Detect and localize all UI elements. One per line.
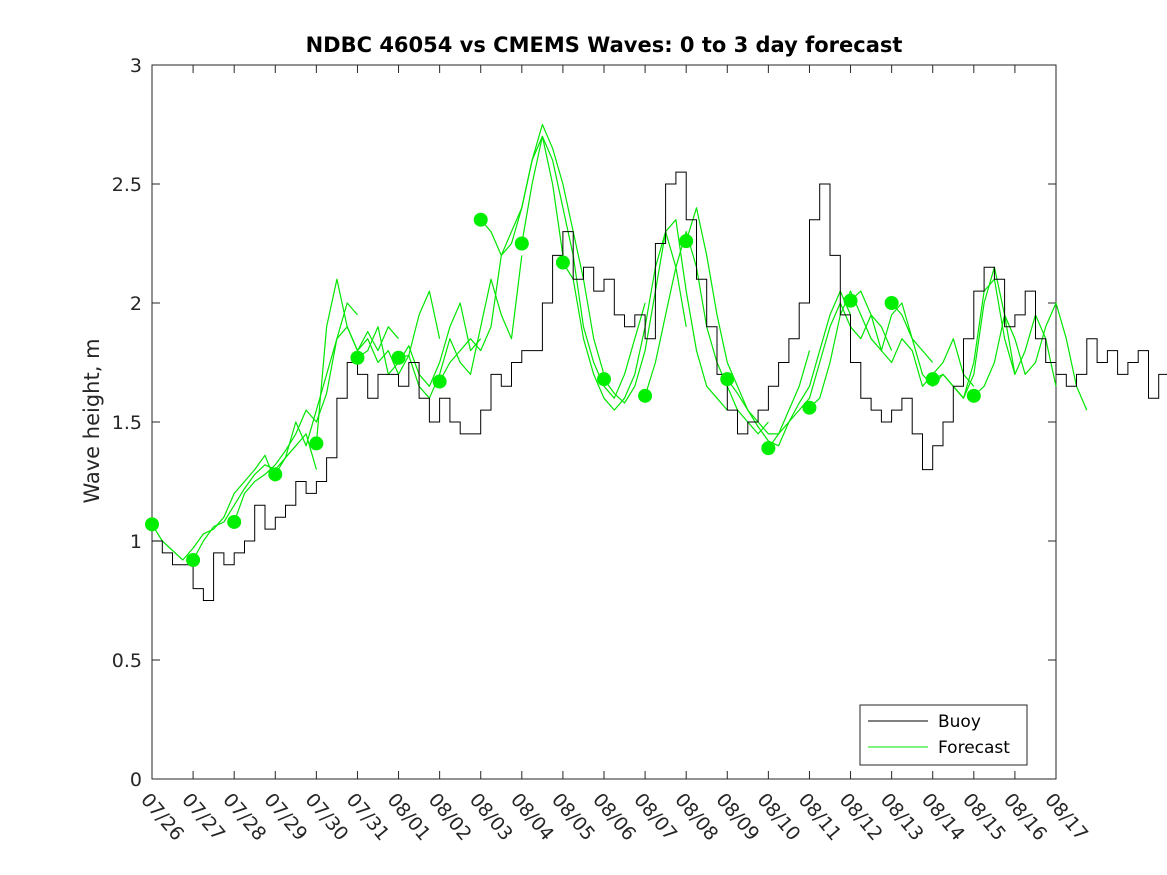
forecast-start-marker <box>884 296 899 310</box>
forecast-start-marker <box>925 372 940 387</box>
forecast-start-marker <box>761 441 776 456</box>
forecast-start-marker <box>966 388 981 403</box>
forecast-start-marker <box>802 400 817 415</box>
y-tick-label: 3 <box>130 55 142 77</box>
forecast-start-marker <box>679 234 694 249</box>
forecast-start-marker <box>145 517 159 532</box>
forecast-start-marker <box>391 350 406 365</box>
y-tick-label: 2 <box>130 293 142 315</box>
y-axis-label: Wave height, m <box>80 338 104 503</box>
y-tick-label: 1.5 <box>112 412 142 434</box>
legend: Buoy Forecast <box>859 704 1028 766</box>
forecast-start-marker <box>843 293 858 308</box>
forecast-start-marker <box>268 467 283 482</box>
legend-box <box>859 704 1028 766</box>
legend-buoy-label: Buoy <box>938 712 981 732</box>
forecast-line <box>315 278 441 444</box>
y-tick-label: 0 <box>130 769 142 791</box>
forecast-line <box>274 326 399 475</box>
forecast-line <box>521 135 646 399</box>
forecast-start-marker <box>350 350 365 365</box>
chart-title: NDBC 46054 vs CMEMS Waves: 0 to 3 day fo… <box>306 33 903 57</box>
y-tick-label: 1 <box>130 531 142 553</box>
y-tick-label: 0.5 <box>112 650 142 672</box>
forecast-start-marker <box>514 236 529 251</box>
forecast-start-marker <box>227 514 242 529</box>
forecast-start-marker <box>638 388 653 403</box>
forecast-line <box>151 454 276 561</box>
forecast-start-marker <box>309 436 324 451</box>
forecast-start-marker <box>432 374 447 389</box>
legend-forecast-label: Forecast <box>938 738 1010 758</box>
forecast-start-marker <box>473 212 488 227</box>
forecast-start-marker <box>186 553 201 568</box>
y-tick-label: 2.5 <box>112 174 142 196</box>
forecast-line <box>850 290 975 387</box>
forecast-start-marker <box>720 372 735 387</box>
forecast-start-marker <box>555 255 570 270</box>
forecast-line <box>973 302 1088 411</box>
forecast-line <box>192 433 317 561</box>
forecast-start-marker <box>597 372 611 387</box>
